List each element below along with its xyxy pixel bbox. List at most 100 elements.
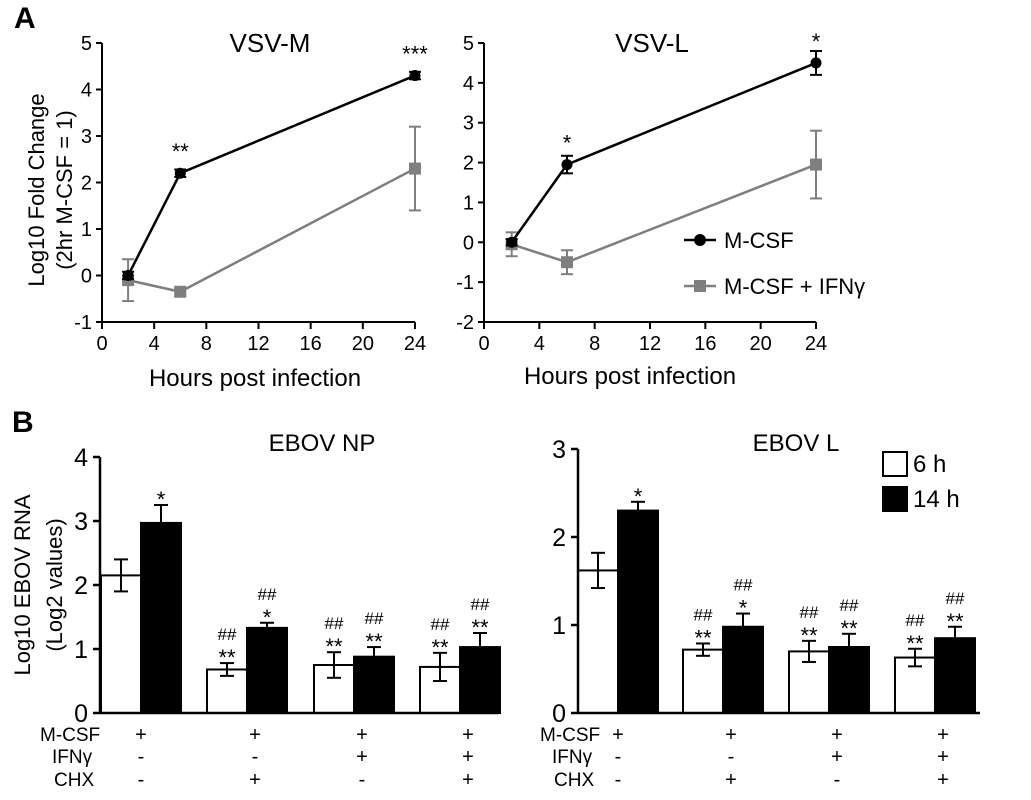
data-point [810,57,822,69]
condition-value: + [462,724,474,746]
significance-label: ** [431,635,449,660]
condition-value: + [356,724,368,746]
condition-value: + [249,724,261,746]
bar-14h [934,637,976,715]
y-tick-label: 1 [463,192,474,214]
data-point [174,167,186,179]
significance-label: ** [946,609,964,634]
data-point [506,236,518,248]
bar-14h [828,646,870,714]
significance-label: ## [694,605,713,624]
condition-value: + [249,769,261,791]
y-tick-label: 3 [463,113,474,135]
bar-6h [788,650,830,715]
legend-label: 14 h [913,486,960,513]
condition-value: + [725,724,737,746]
legend: 6 h 14 h [882,451,960,513]
legend-label: M-CSF [724,228,794,253]
significance-label: * [812,29,821,54]
chart-title: VSV-L [615,28,689,58]
x-tick-label: 12 [639,333,661,355]
condition-value: - [615,769,622,791]
bar-14h [459,646,501,715]
condition-value: - [615,746,622,768]
data-point [174,285,187,298]
significance-label: * [634,484,643,509]
significance-label: * [563,131,572,156]
y-tick-label: 0 [552,700,566,728]
bar-6h [313,664,355,714]
significance-label: *** [402,42,428,67]
data-point [409,162,421,175]
y-tick-label: -1 [74,312,92,334]
x-tick-label: 20 [750,333,772,355]
x-tick-label: 24 [805,333,827,355]
x-tick-label: 0 [96,333,107,355]
condition-value: - [252,746,259,768]
x-tick-label: 4 [149,333,160,355]
bar-chart-ebov-np: EBOV NP Log10 EBOV RNA (Log2 values) 0 1 2… [10,430,501,728]
legend-swatch-6h [882,451,908,477]
x-tick-label: 24 [404,333,426,355]
y-tick-label: 4 [81,80,92,102]
y-tick-label: 3 [81,126,92,148]
series-line-0 [510,61,817,244]
series-line-1 [127,167,416,294]
condition-value: + [462,746,474,768]
y-tick-label: 5 [81,33,92,55]
y-tick-label: 3 [552,436,566,464]
bar-14h [353,655,395,714]
significance-label: ** [172,139,190,164]
condition-value: - [359,769,366,791]
significance-label: ** [840,616,858,641]
condition-value: - [728,746,735,768]
condition-value: - [834,769,841,791]
significance-label: ** [471,615,489,640]
x-tick-label: 12 [247,333,269,355]
data-point [810,158,822,171]
x-axis-label: Hours post infection [149,365,361,392]
condition-row-label: CHX [554,770,594,791]
significance-label: ## [218,625,237,644]
significance-label: ** [906,631,924,656]
legend-label: 6 h [913,451,946,478]
significance-label: ## [946,589,965,608]
significance-label: ## [325,614,344,633]
significance-label: ## [258,585,277,604]
significance-label: ** [325,634,343,659]
condition-value: + [356,746,368,768]
condition-value: + [612,724,624,746]
x-tick-label: 4 [534,333,545,355]
significance-label: * [739,596,748,621]
y-tick-label: 4 [74,444,88,472]
x-tick-label: 16 [694,333,716,355]
bar-6h [206,668,248,714]
condition-row-label: CHX [54,770,94,791]
chart-title: VSV-M [230,28,311,58]
conditions-table-l: M-CSF + + + +IFNγ - - + +CHX - + - + [540,724,949,791]
series-line-0 [126,74,416,277]
y-tick-label: 2 [463,153,474,175]
significance-label: ## [800,603,819,622]
significance-label: ** [800,623,818,648]
condition-value: - [138,746,145,768]
bar-6h [419,665,461,714]
x-tick-label: 8 [589,333,600,355]
significance-label: ## [906,611,925,630]
y-tick-label: 4 [463,73,474,95]
x-tick-label: 20 [352,333,374,355]
bar-6h [100,574,142,715]
condition-value: + [135,724,147,746]
condition-row-label: M-CSF [540,725,600,746]
line-chart-vsv-m: VSV-M Log10 Fold Change (2hr M-CSF = 1) … [24,28,428,392]
x-tick-label: 8 [201,333,212,355]
y-tick-label: 1 [552,612,566,640]
chart-title: EBOV NP [269,430,376,457]
x-tick-label: 0 [478,333,489,355]
chart-title: EBOV L [753,430,840,457]
condition-value: + [831,746,843,768]
x-axis-label: Hours post infection [524,363,736,390]
panel-label-b: B [12,406,34,439]
condition-value: + [937,724,949,746]
